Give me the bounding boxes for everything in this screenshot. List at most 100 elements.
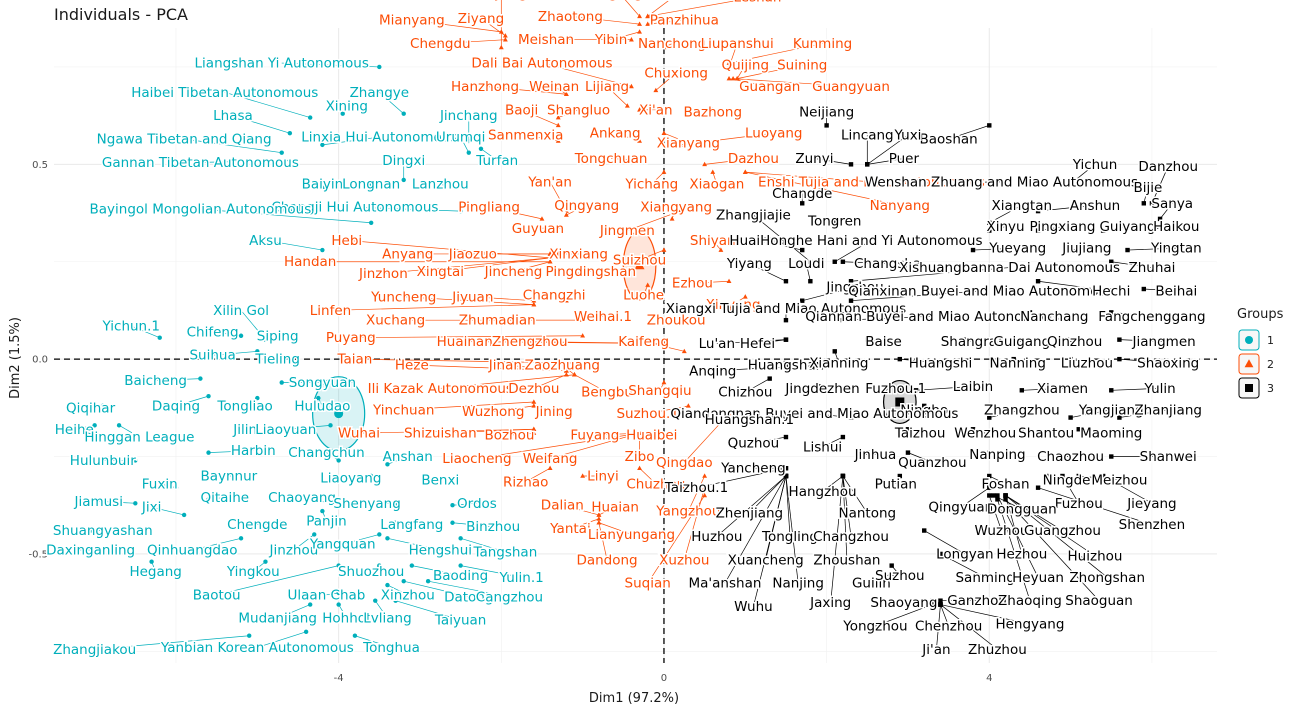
label-connector [244, 397, 258, 407]
label-connector [570, 518, 600, 529]
label-connector [822, 475, 844, 492]
point-label: Sanmenxia [488, 128, 563, 144]
label-connector [200, 208, 372, 224]
point-label: Panzhihua [650, 13, 719, 29]
point-label: Songyuan [289, 375, 356, 391]
data-point [669, 216, 675, 221]
data-point [478, 146, 484, 151]
point-label: Qinhuangdao [147, 543, 238, 559]
point-label: Xiaogan [689, 176, 744, 192]
point-label: Taizhou [894, 426, 946, 442]
label-connector [485, 86, 567, 95]
label-connector [903, 600, 933, 603]
label-connector [582, 315, 604, 321]
point-label: Ziyang [458, 11, 504, 27]
label-connector [232, 115, 290, 134]
point-label: Kaifeng [618, 334, 669, 350]
point-label: Linfen [310, 303, 351, 319]
data-point [1035, 228, 1041, 233]
label-connector [440, 257, 551, 272]
label-connector [411, 364, 567, 372]
legend-label: 3 [1267, 382, 1274, 395]
label-connector [850, 267, 1010, 282]
point-label: Jingmen [599, 223, 655, 239]
point-label: Fuzhou.1 [865, 381, 926, 397]
point-label: Qitaihe [201, 490, 250, 506]
data-point [320, 185, 325, 190]
data-point [637, 157, 642, 163]
label-connector [277, 604, 311, 619]
point-label: Huizhou [1068, 548, 1123, 564]
data-point [661, 130, 667, 135]
data-point [938, 551, 943, 557]
point-label: Yangzhou [655, 504, 720, 520]
point-label: Lincang [841, 128, 894, 144]
data-point [726, 411, 732, 416]
data-point [987, 450, 992, 455]
data-point [596, 520, 602, 525]
point-label: Qingyuan [928, 500, 993, 516]
label-connector [1159, 203, 1173, 220]
point-label: Shangqiu [628, 383, 691, 399]
label-connector [692, 280, 730, 284]
point-label: Zhoushan [813, 552, 880, 568]
point-label: Wenzhou [954, 426, 1016, 442]
point-label: Enshi Tujia and Miao Autonomous [758, 174, 985, 190]
data-point [385, 536, 390, 541]
label-connector [562, 364, 575, 375]
data-point [783, 279, 789, 284]
point-label: Deyang [475, 0, 527, 1]
point-label: Longyan [936, 546, 994, 562]
data-point [279, 380, 284, 385]
data-point [336, 458, 341, 463]
point-label: Huaihua [729, 233, 785, 249]
point-label: Zhanjiang [1134, 402, 1202, 418]
data-point [783, 434, 789, 440]
point-label: Fuyang [570, 428, 619, 444]
label-connector [712, 240, 722, 251]
data-point [596, 516, 602, 521]
point-label: Lishui [803, 439, 842, 455]
point-label: Linyi [587, 469, 619, 485]
point-label: Heze [395, 357, 429, 373]
point-label: Huangshi [909, 356, 972, 372]
label-connector [460, 565, 522, 578]
data-point [246, 633, 252, 638]
data-point [596, 512, 602, 517]
point-label: Chengdu [410, 36, 471, 52]
label-connector [74, 425, 95, 430]
data-point [287, 356, 293, 362]
data-point [661, 169, 667, 174]
label-connector [1062, 475, 1080, 504]
label-connector [293, 534, 315, 551]
data-point [255, 349, 260, 354]
point-label: Liaoyuan [255, 422, 316, 438]
data-point [922, 403, 927, 409]
label-connector [212, 331, 242, 337]
label-connector [924, 530, 966, 555]
point-label: Huangshan [748, 357, 825, 373]
point-label: Baiyin [302, 176, 344, 192]
label-connector [814, 158, 852, 165]
x-tick-label: -4 [334, 673, 344, 684]
data-point [238, 536, 244, 541]
data-point [1003, 497, 1008, 502]
point-label: Heihe [55, 422, 94, 438]
label-connector [192, 537, 242, 551]
data-point [1109, 454, 1114, 459]
point-label: Hangzhou [789, 484, 857, 500]
label-connector [716, 475, 787, 537]
data-point [661, 379, 667, 385]
data-point [328, 423, 333, 428]
point-label: Tieling [254, 352, 300, 368]
grid [54, 28, 1217, 663]
data-point [987, 485, 992, 490]
data-point [425, 578, 431, 584]
point-label: Suining [777, 58, 827, 74]
data-point [897, 356, 903, 362]
group-centroids [334, 260, 905, 419]
label-connector [525, 134, 559, 142]
data-point [255, 395, 260, 401]
point-label: Qianxinan Buyei and Miao Autonomous [848, 283, 1114, 299]
